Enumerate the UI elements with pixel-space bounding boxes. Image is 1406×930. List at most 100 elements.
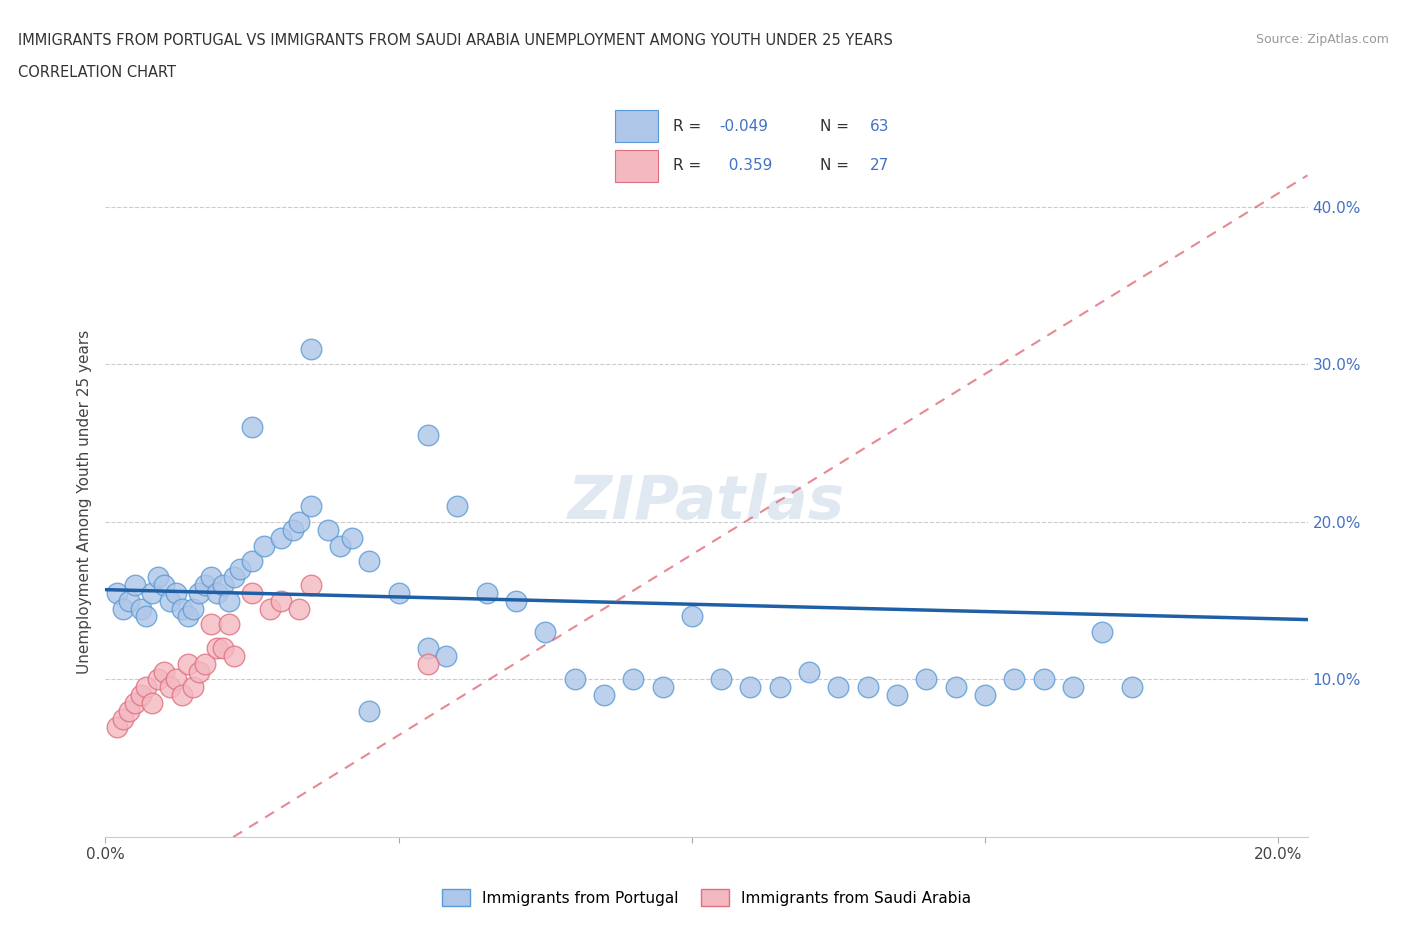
Text: 63: 63 (870, 119, 890, 134)
Point (141, 585, 163, 600)
Point (105, 719, 128, 734)
Point (165, 585, 187, 600)
Point (135, 609, 157, 624)
Point (740, 680, 762, 695)
Point (129, 601, 152, 616)
Point (299, 498, 322, 513)
Point (1032, 672, 1054, 687)
Point (229, 562, 252, 577)
Text: Source: ZipAtlas.com: Source: ZipAtlas.com (1256, 33, 1389, 46)
Point (1091, 625, 1114, 640)
Point (651, 680, 673, 695)
Point (769, 680, 792, 695)
Point (224, 569, 246, 584)
Point (176, 657, 198, 671)
Point (475, 585, 498, 600)
Text: R =: R = (672, 119, 706, 134)
Text: -0.049: -0.049 (720, 119, 768, 134)
Point (188, 664, 211, 679)
Point (259, 601, 281, 616)
Point (329, 538, 352, 553)
Point (105, 585, 128, 600)
Point (253, 538, 276, 553)
Bar (616, 111, 658, 142)
Text: IMMIGRANTS FROM PORTUGAL VS IMMIGRANTS FROM SAUDI ARABIA UNEMPLOYMENT AMONG YOUT: IMMIGRANTS FROM PORTUGAL VS IMMIGRANTS F… (18, 33, 893, 47)
Point (416, 641, 439, 656)
Point (288, 601, 311, 616)
Point (945, 680, 967, 695)
Point (135, 680, 157, 695)
Point (710, 672, 733, 687)
Point (974, 688, 997, 703)
Point (224, 648, 246, 663)
Text: 27: 27 (870, 158, 889, 173)
Point (194, 578, 217, 592)
Point (288, 514, 311, 529)
Point (205, 585, 228, 600)
Y-axis label: Unemployment Among Youth under 25 years: Unemployment Among Youth under 25 years (77, 330, 93, 674)
Point (159, 680, 181, 695)
Point (340, 530, 363, 545)
Point (359, 703, 381, 718)
Point (112, 711, 135, 726)
Point (183, 601, 205, 616)
Point (148, 672, 170, 687)
Point (211, 641, 233, 656)
Point (118, 593, 141, 608)
Point (827, 680, 849, 695)
Point (240, 420, 263, 435)
Point (681, 609, 703, 624)
Point (218, 617, 240, 631)
Point (112, 601, 135, 616)
Point (188, 585, 211, 600)
Point (856, 680, 879, 695)
Point (593, 688, 616, 703)
Point (148, 569, 170, 584)
Point (170, 688, 193, 703)
Point (299, 578, 322, 592)
Point (129, 688, 152, 703)
Point (534, 625, 557, 640)
Point (153, 578, 176, 592)
Point (194, 657, 217, 671)
Point (200, 569, 222, 584)
Point (153, 664, 176, 679)
Point (359, 554, 381, 569)
Point (915, 672, 938, 687)
Point (159, 593, 181, 608)
Point (446, 498, 468, 513)
Point (416, 657, 439, 671)
Point (281, 523, 304, 538)
Point (218, 593, 240, 608)
Point (240, 554, 263, 569)
Legend: Immigrants from Portugal, Immigrants from Saudi Arabia: Immigrants from Portugal, Immigrants fro… (441, 889, 972, 907)
Point (141, 696, 163, 711)
Point (316, 523, 339, 538)
Point (205, 641, 228, 656)
Point (1062, 680, 1084, 695)
Point (118, 703, 141, 718)
Point (176, 609, 198, 624)
Point (1002, 672, 1025, 687)
Point (434, 648, 457, 663)
Point (416, 428, 439, 443)
Point (270, 530, 292, 545)
Point (621, 672, 644, 687)
Bar (616, 150, 658, 182)
Point (1121, 680, 1143, 695)
Point (200, 617, 222, 631)
Point (388, 585, 411, 600)
Text: ZIPatlas: ZIPatlas (568, 472, 845, 532)
Point (124, 696, 146, 711)
Point (886, 688, 908, 703)
Point (270, 593, 292, 608)
Point (505, 593, 527, 608)
Point (183, 680, 205, 695)
Point (240, 585, 263, 600)
Point (299, 341, 322, 356)
Point (170, 601, 193, 616)
Point (165, 672, 187, 687)
Point (124, 578, 146, 592)
Text: N =: N = (820, 158, 853, 173)
Point (211, 578, 233, 592)
